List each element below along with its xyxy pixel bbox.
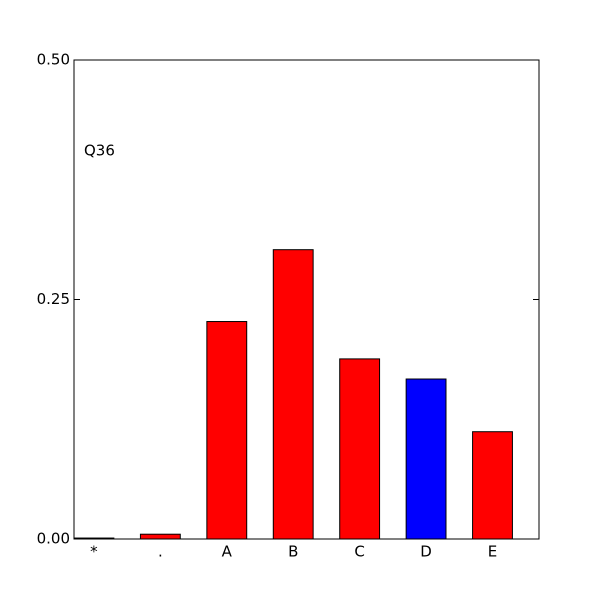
x-tick-label: D [420,543,432,561]
bar [339,358,381,540]
bar [139,533,181,540]
x-tick-label: E [488,543,497,561]
y-tick-label: 0.25 [37,290,70,308]
plot-frame [73,59,540,540]
annotation: Q36 [84,142,115,160]
x-tick-label: C [354,543,364,561]
x-tick-label: A [222,543,233,561]
bar [206,321,248,540]
bar [405,378,447,540]
x-tick-label: B [288,543,298,561]
y-tick-label: 0.50 [37,51,70,69]
x-tick-label: * [90,543,98,561]
bar [472,431,513,540]
y-tick-label: 0.00 [37,530,70,548]
x-tick-label: . [158,543,163,561]
bar [272,249,314,540]
